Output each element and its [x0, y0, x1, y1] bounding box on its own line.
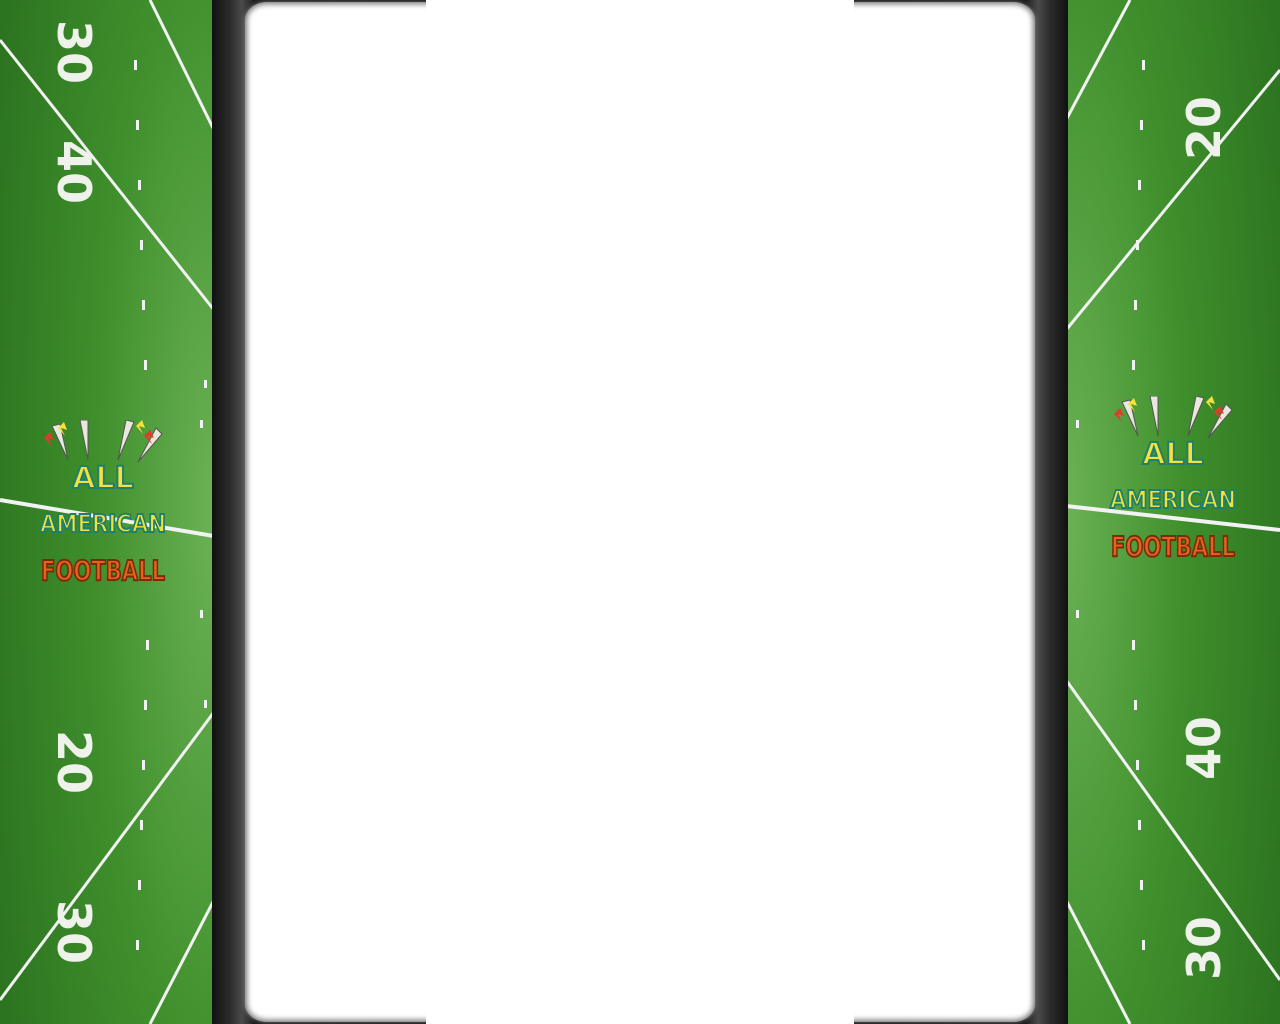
all-american-football-logo-right: ALL AMERICAN FOOTBALL	[1108, 396, 1238, 586]
logo-artwork-right: ALL AMERICAN FOOTBALL	[1109, 396, 1237, 564]
star-icon	[136, 420, 145, 434]
logo-line-american: AMERICAN	[40, 509, 166, 538]
logo-artwork-left: ALL AMERICAN FOOTBALL	[39, 420, 167, 588]
star-icon	[1206, 396, 1215, 410]
star-icon	[58, 422, 67, 436]
logo-line-american: AMERICAN	[1110, 485, 1236, 514]
left-yard-number-lower: 30	[47, 900, 101, 964]
star-icon	[1214, 406, 1224, 420]
game-screen-center	[426, 0, 854, 1024]
left-yard-number-middle: 40	[47, 140, 101, 204]
right-yard-number-top: 20	[1177, 96, 1231, 160]
left-field-artwork: 30 40 20 30	[0, 0, 214, 1024]
logo-line-all: ALL	[1142, 437, 1203, 472]
right-field-panel: 20 40 30	[1066, 0, 1280, 1024]
right-yard-number-bottom: 40	[1177, 716, 1231, 780]
star-icon	[144, 430, 154, 444]
right-yard-number-lower: 30	[1177, 916, 1231, 980]
all-american-football-logo-left: ALL AMERICAN FOOTBALL	[38, 420, 168, 610]
star-icon	[44, 432, 54, 446]
left-yard-number-bottom: 20	[47, 730, 101, 794]
star-icon	[1114, 408, 1124, 422]
star-icon	[1128, 398, 1137, 412]
logo-line-football: FOOTBALL	[1111, 530, 1235, 563]
left-yard-number-top: 30	[47, 20, 101, 84]
left-field-panel: 30 40 20 30	[0, 0, 214, 1024]
right-field-artwork: 20 40 30	[1066, 0, 1280, 1024]
logo-line-all: ALL	[72, 461, 133, 496]
logo-line-football: FOOTBALL	[41, 554, 165, 587]
